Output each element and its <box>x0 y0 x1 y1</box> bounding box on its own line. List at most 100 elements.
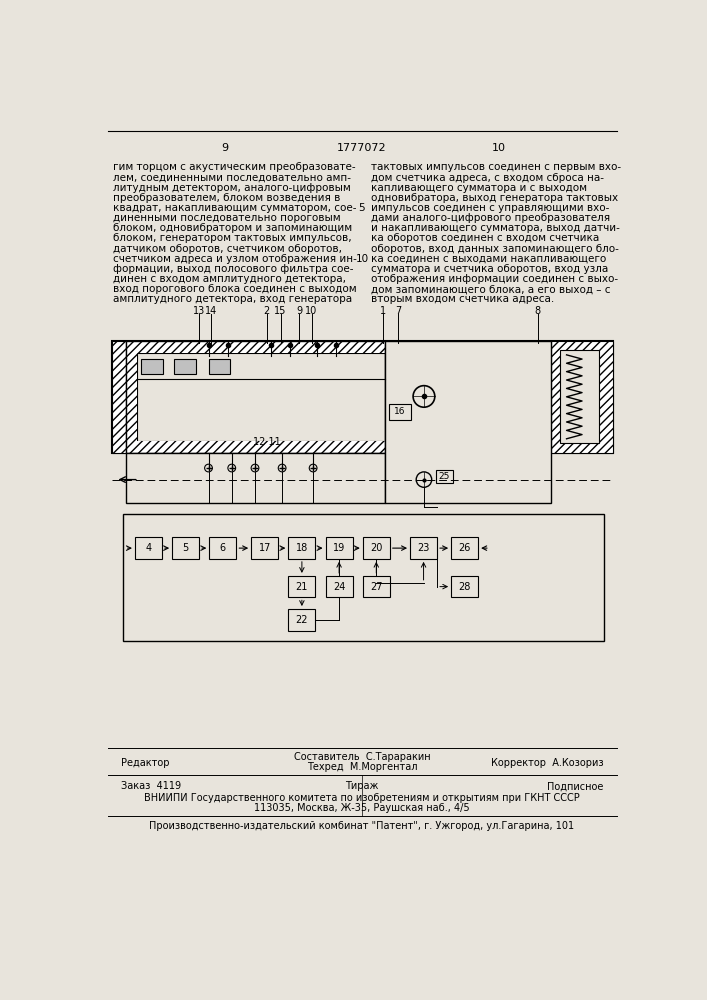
Text: 17: 17 <box>259 543 271 553</box>
Text: 14: 14 <box>205 306 217 316</box>
Text: 15: 15 <box>274 306 287 316</box>
Text: ка оборотов соединен с входом счетчика: ка оборотов соединен с входом счетчика <box>371 233 600 243</box>
Bar <box>363 537 390 559</box>
Text: 18: 18 <box>296 543 308 553</box>
Bar <box>410 537 437 559</box>
Bar <box>126 341 385 353</box>
Text: 1777072: 1777072 <box>337 143 387 153</box>
Bar <box>175 359 196 374</box>
Text: дами аналого-цифрового преобразователя: дами аналого-цифрового преобразователя <box>371 213 610 223</box>
Bar <box>126 341 137 453</box>
Text: ВНИИПИ Государственного комитета по изобретениям и открытиям при ГКНТ СССР: ВНИИПИ Государственного комитета по изоб… <box>144 793 580 803</box>
Text: 27: 27 <box>370 582 382 592</box>
Text: Подписное: Подписное <box>547 781 604 791</box>
Text: 7: 7 <box>395 306 402 316</box>
Text: 24: 24 <box>333 582 345 592</box>
Text: 23: 23 <box>417 543 430 553</box>
Bar <box>325 537 353 559</box>
Bar <box>137 353 385 441</box>
Text: 12 11: 12 11 <box>252 437 281 447</box>
Text: Производственно-издательский комбинат "Патент", г. Ужгород, ул.Гагарина, 101: Производственно-издательский комбинат "П… <box>149 821 575 831</box>
Text: 21: 21 <box>296 582 308 592</box>
Text: 1: 1 <box>380 306 386 316</box>
Bar <box>561 350 599 443</box>
Bar <box>251 537 279 559</box>
Bar <box>112 341 126 453</box>
Text: одновибратора, выход генератора тактовых: одновибратора, выход генератора тактовых <box>371 193 619 203</box>
Bar <box>451 576 478 597</box>
Text: 8: 8 <box>534 306 541 316</box>
Bar <box>288 609 315 631</box>
Text: преобразователем, блоком возведения в: преобразователем, блоком возведения в <box>113 193 341 203</box>
Text: 25: 25 <box>438 472 450 481</box>
Bar <box>436 470 452 483</box>
Bar <box>209 359 230 374</box>
Text: капливающего сумматора и с выходом: капливающего сумматора и с выходом <box>371 183 588 193</box>
Bar <box>112 341 613 453</box>
Text: гим торцом с акустическим преобразовате-: гим торцом с акустическим преобразовате- <box>113 162 356 172</box>
Text: амплитудного детектора, вход генератора: амплитудного детектора, вход генератора <box>113 294 352 304</box>
Bar <box>141 359 163 374</box>
Text: Редактор: Редактор <box>121 758 170 768</box>
Text: ка соединен с выходами накапливающего: ка соединен с выходами накапливающего <box>371 254 607 264</box>
Text: формации, выход полосового фильтра сое-: формации, выход полосового фильтра сое- <box>113 264 354 274</box>
Bar <box>363 576 390 597</box>
Bar <box>126 341 385 453</box>
Text: тактовых импульсов соединен с первым вхо-: тактовых импульсов соединен с первым вхо… <box>371 162 621 172</box>
Text: отображения информации соединен с выхо-: отображения информации соединен с выхо- <box>371 274 619 284</box>
Text: 9: 9 <box>296 306 302 316</box>
Text: 22: 22 <box>296 615 308 625</box>
Text: 2: 2 <box>264 306 270 316</box>
Text: Составитель  С.Тараракин: Составитель С.Тараракин <box>293 752 431 762</box>
Text: 26: 26 <box>458 543 471 553</box>
Text: вторым входом счетчика адреса.: вторым входом счетчика адреса. <box>371 294 554 304</box>
Text: оборотов, вход данных запоминающего бло-: оборотов, вход данных запоминающего бло- <box>371 244 619 254</box>
Text: датчиком оборотов, счетчиком оборотов,: датчиком оборотов, счетчиком оборотов, <box>113 244 342 254</box>
Text: 13: 13 <box>193 306 205 316</box>
Text: лем, соединенными последовательно амп-: лем, соединенными последовательно амп- <box>113 173 351 183</box>
Text: 113035, Москва, Ж-35, Раушская наб., 4/5: 113035, Москва, Ж-35, Раушская наб., 4/5 <box>254 803 469 813</box>
Bar <box>325 576 353 597</box>
Text: 16: 16 <box>395 407 406 416</box>
Text: дом счетчика адреса, с входом сброса на-: дом счетчика адреса, с входом сброса на- <box>371 173 604 183</box>
Bar <box>288 576 315 597</box>
Text: 10: 10 <box>492 143 506 153</box>
Text: счетчиком адреса и узлом отображения ин-: счетчиком адреса и узлом отображения ин- <box>113 254 357 264</box>
Text: 10: 10 <box>356 254 368 264</box>
Text: 28: 28 <box>458 582 471 592</box>
Text: 5: 5 <box>182 543 189 553</box>
Text: вход порогового блока соединен с выходом: вход порогового блока соединен с выходом <box>113 284 357 294</box>
Text: блоком, одновибратором и запоминающим: блоком, одновибратором и запоминающим <box>113 223 352 233</box>
Text: 19: 19 <box>333 543 345 553</box>
Text: 9: 9 <box>221 143 228 153</box>
Bar <box>551 341 613 453</box>
Bar <box>288 537 315 559</box>
Text: дом запоминающего блока, а его выход – с: дом запоминающего блока, а его выход – с <box>371 284 611 294</box>
Text: 20: 20 <box>370 543 382 553</box>
Bar <box>135 537 162 559</box>
Bar <box>385 341 551 503</box>
Bar <box>126 453 385 503</box>
Bar <box>209 537 236 559</box>
Text: 5: 5 <box>358 203 366 213</box>
Text: динен с входом амплитудного детектора,: динен с входом амплитудного детектора, <box>113 274 346 284</box>
Text: диненными последовательно пороговым: диненными последовательно пороговым <box>113 213 341 223</box>
Bar <box>451 537 478 559</box>
Text: импульсов соединен с управляющими вхо-: импульсов соединен с управляющими вхо- <box>371 203 609 213</box>
Text: и накапливающего сумматора, выход датчи-: и накапливающего сумматора, выход датчи- <box>371 223 620 233</box>
Bar <box>126 441 385 453</box>
Text: блоком, генератором тактовых импульсов,: блоком, генератором тактовых импульсов, <box>113 233 352 243</box>
Text: 4: 4 <box>146 543 151 553</box>
Text: 10: 10 <box>305 306 317 316</box>
Text: 6: 6 <box>220 543 226 553</box>
Bar <box>126 341 385 453</box>
Text: литудным детектором, аналого-цифровым: литудным детектором, аналого-цифровым <box>113 183 351 193</box>
Text: Техред  М.Моргентал: Техред М.Моргентал <box>307 762 417 772</box>
Bar <box>389 404 411 420</box>
Bar <box>172 537 199 559</box>
Text: Тираж: Тираж <box>345 781 379 791</box>
Bar <box>123 514 604 641</box>
Text: Корректор  А.Козориз: Корректор А.Козориз <box>491 758 604 768</box>
Text: квадрат, накапливающим сумматором, сое-: квадрат, накапливающим сумматором, сое- <box>113 203 356 213</box>
Text: Заказ  4119: Заказ 4119 <box>121 781 181 791</box>
